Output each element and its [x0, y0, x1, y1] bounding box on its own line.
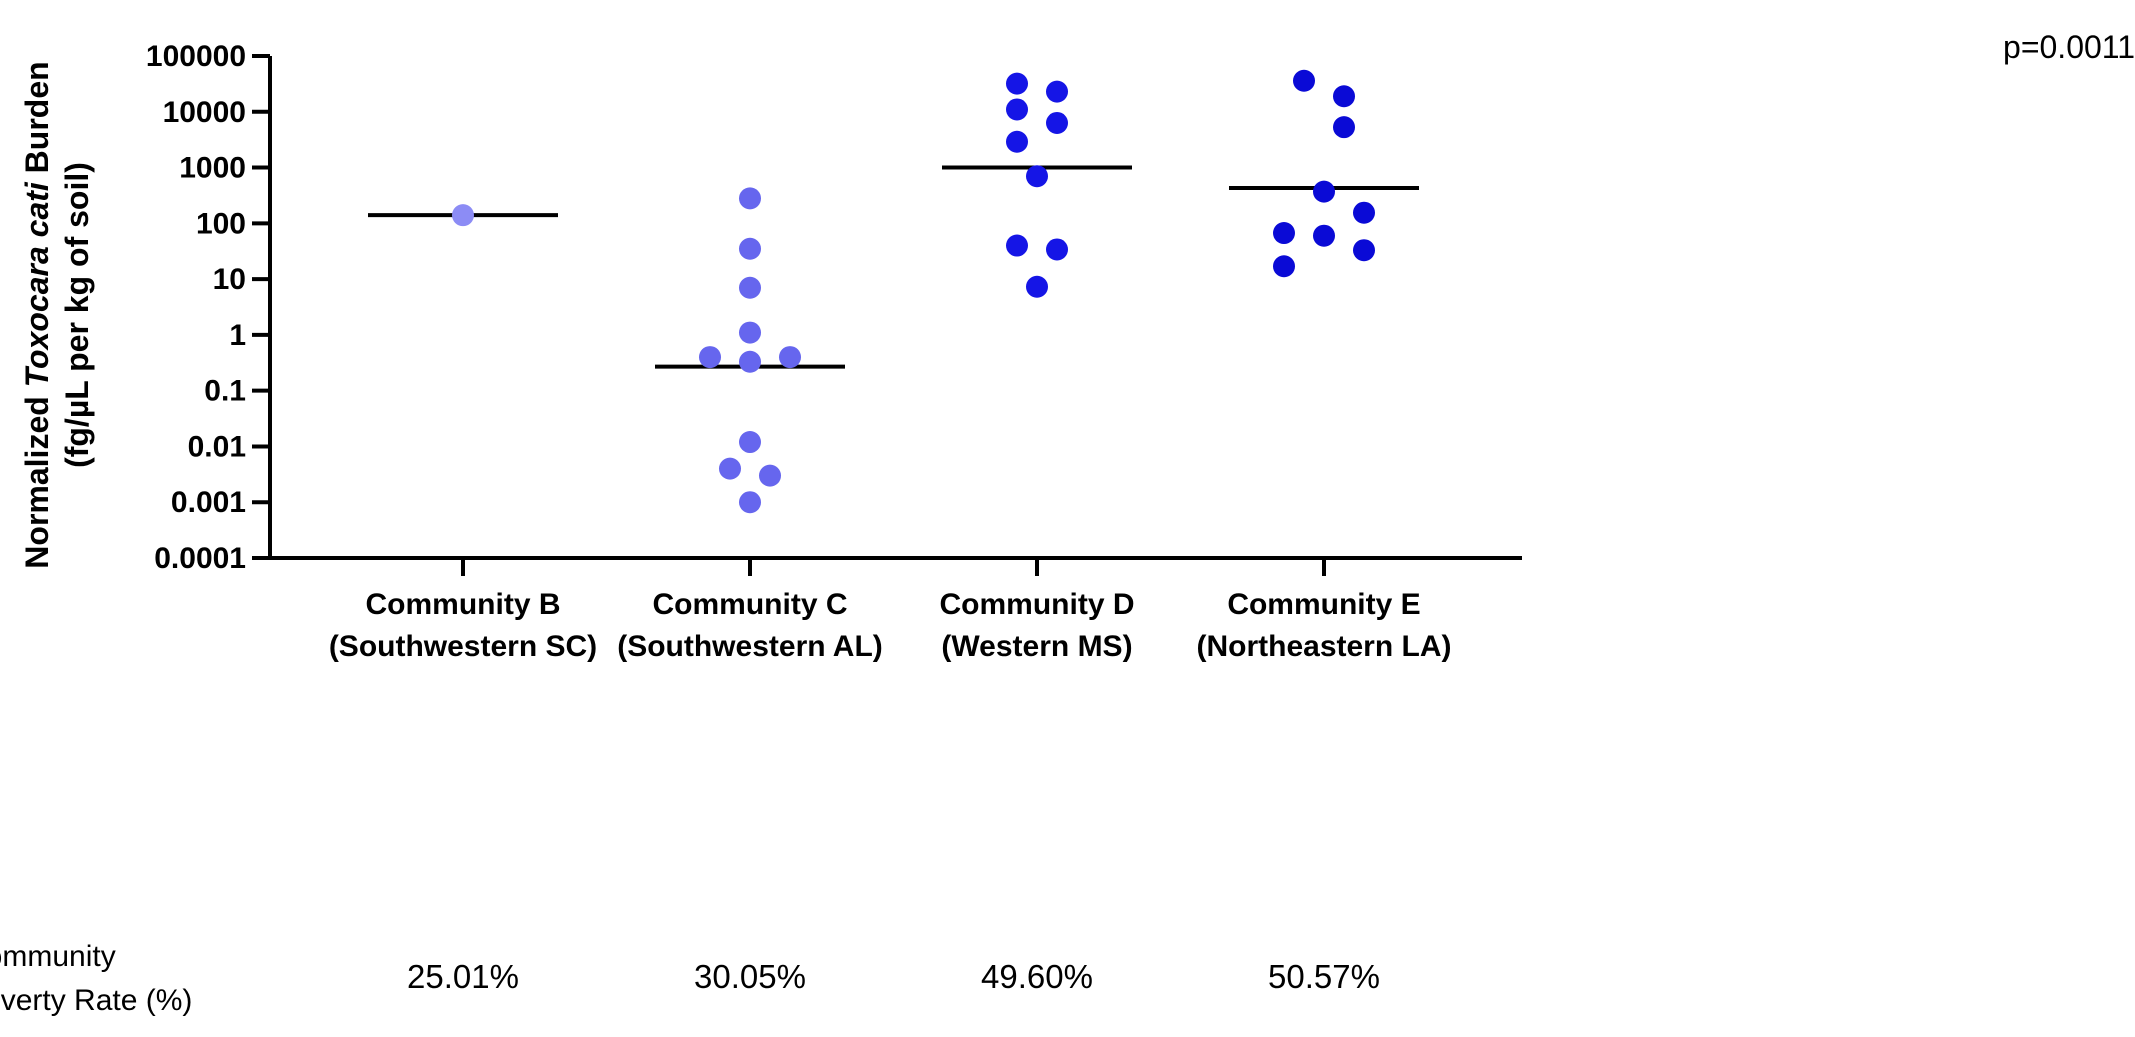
data-point	[1006, 98, 1028, 121]
data-point	[1313, 180, 1335, 203]
category-label: Community C	[653, 588, 848, 621]
data-point	[739, 187, 761, 210]
y-tick-label: 0.001	[171, 486, 246, 519]
data-point	[1313, 224, 1335, 247]
data-point	[1333, 116, 1355, 139]
data-point	[719, 457, 741, 480]
category-region-label: (Northeastern LA)	[1196, 630, 1451, 663]
y-axis-title: Normalized Toxocara cati Burden	[19, 61, 55, 568]
data-point	[1026, 275, 1048, 298]
poverty-rate-value: 50.57%	[1268, 958, 1380, 995]
data-point	[739, 321, 761, 344]
y-tick-label: 1	[229, 319, 246, 352]
category-label: Community B	[366, 588, 561, 621]
poverty-rate-row-label-line1: Community	[0, 940, 116, 973]
y-axis-subtitle: (fg/µL per kg of soil)	[59, 162, 95, 468]
data-point	[1046, 111, 1068, 134]
category-region-label: (Western MS)	[941, 630, 1132, 663]
data-point	[1046, 80, 1068, 103]
data-point	[1353, 201, 1375, 224]
data-point	[739, 276, 761, 299]
y-tick-label: 10000	[163, 96, 246, 129]
category-labels: Community B (Southwestern SC) 25.01% Commun…	[329, 588, 1452, 995]
data-point	[739, 350, 761, 373]
y-tick-label: 0.1	[204, 375, 246, 408]
data-point	[779, 346, 801, 369]
data-point	[739, 237, 761, 260]
data-point	[1273, 255, 1295, 278]
x-axis	[270, 556, 1522, 576]
data-points	[452, 69, 1375, 514]
y-tick-label: 0.01	[188, 430, 246, 463]
y-tick-label: 0.0001	[154, 542, 246, 575]
data-point	[759, 464, 781, 487]
data-point	[1026, 165, 1048, 188]
data-point	[1333, 85, 1355, 108]
median-lines	[368, 165, 1419, 369]
poverty-rate-value: 30.05%	[694, 958, 806, 995]
data-point	[1006, 72, 1028, 95]
category-label: Community D	[940, 588, 1135, 621]
data-point	[739, 491, 761, 514]
data-point	[699, 346, 721, 369]
poverty-rate-value: 25.01%	[407, 958, 519, 995]
data-point	[1046, 238, 1068, 261]
y-tick-label: 1000	[179, 152, 246, 185]
data-point	[1293, 69, 1315, 92]
poverty-rate-row-label-line2: Poverty Rate (%)	[0, 984, 192, 1017]
category-label: Community E	[1227, 588, 1420, 621]
p-value-annotation: p=0.0011	[2003, 29, 2135, 65]
category-region-label: (Southwestern SC)	[329, 630, 597, 663]
y-tick-label: 10	[213, 263, 246, 296]
y-axis: 100000 10000 1000 100 10 1 0.1 0.01 0.001 0.0001	[146, 40, 272, 575]
data-point	[1353, 239, 1375, 262]
poverty-rate-value: 49.60%	[981, 958, 1093, 995]
data-point	[1006, 130, 1028, 153]
category-region-label: (Southwestern AL)	[617, 630, 883, 663]
data-point	[1006, 234, 1028, 257]
data-point	[1273, 222, 1295, 245]
data-point	[452, 204, 474, 227]
y-tick-label: 100000	[146, 40, 246, 73]
data-point	[739, 431, 761, 454]
y-tick-label: 100	[196, 207, 246, 240]
